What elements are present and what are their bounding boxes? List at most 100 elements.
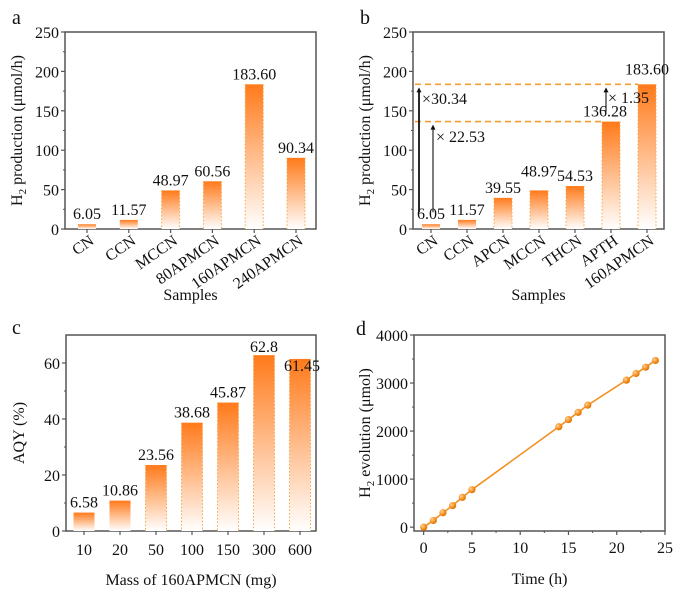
bar (109, 500, 131, 531)
bar (458, 219, 476, 229)
x-axis-title: Samples (511, 287, 565, 304)
x-axis-title: Time (h) (512, 571, 568, 588)
x-tick-label: CN (413, 232, 441, 259)
x-tick-label: 20 (112, 542, 128, 559)
data-point (468, 486, 476, 494)
data-label: 11.57 (449, 202, 484, 219)
x-axis-title: Samples (163, 287, 217, 304)
y-tick-label: 50 (43, 183, 59, 200)
data-label: 54.53 (557, 168, 593, 185)
y-tick-label: 200 (383, 64, 407, 81)
y-axis-title: H2 production (μmol/h) (357, 55, 377, 206)
x-tick-label: 15 (560, 540, 576, 557)
y-tick-label: 4000 (376, 328, 408, 345)
fold-annotation: × 22.53 (436, 129, 485, 146)
data-label: 183.60 (232, 66, 276, 83)
panel-d: 0 1000 2000 3000 4000 H2 evolution (μmol) d 0 5 1… (356, 318, 673, 588)
plot-frame (413, 334, 666, 532)
data-label: 48.97 (521, 163, 557, 180)
y-tick-label: 100 (383, 143, 407, 160)
bar (530, 190, 548, 229)
y-axis-title: H2 evolution (μmol) (357, 368, 377, 498)
y-tick-label: 150 (383, 104, 407, 121)
arrow-head (416, 87, 422, 93)
panel-letter: a (12, 7, 21, 29)
x-tick-label: 50 (148, 542, 164, 559)
x-tick-label: 25 (657, 540, 673, 557)
data-point (584, 401, 592, 409)
bar (145, 465, 167, 531)
data-point (429, 516, 437, 525)
panel-letter: b (360, 7, 370, 29)
y-tick-label: 0 (399, 222, 407, 239)
y-tick-label: 250 (35, 25, 59, 42)
bar (638, 84, 656, 229)
bar (566, 186, 584, 229)
y-tick-label: 1000 (376, 472, 408, 489)
arrow-head (430, 124, 436, 130)
data-point (642, 363, 650, 371)
y-tick-label: 0 (51, 222, 59, 239)
data-label: 45.87 (210, 385, 246, 402)
data-point (574, 408, 582, 416)
data-point (632, 369, 640, 378)
series-line (423, 359, 656, 528)
y-axis-title: AQY (%) (11, 402, 28, 464)
data-label: 39.55 (485, 180, 521, 197)
x-tick-label: 10 (76, 542, 92, 559)
y-tick-label: 0 (52, 524, 60, 541)
data-label: 183.60 (625, 61, 669, 78)
bar (73, 512, 95, 531)
bar (289, 358, 311, 531)
bar (494, 197, 512, 229)
plot-frame (64, 31, 317, 230)
data-point (439, 509, 447, 517)
data-point (651, 356, 659, 365)
bar (161, 190, 180, 229)
panel-b: 0 50 100 150 200 250 H2 production (μmol/h) b CN… (357, 7, 669, 304)
data-point (555, 423, 563, 431)
x-tick-label: THCN (540, 232, 586, 271)
data-label: 23.56 (138, 447, 174, 464)
data-label: 61.45 (284, 358, 320, 375)
x-tick-label: MCCN (501, 232, 550, 273)
x-tick-label: CN (69, 232, 97, 259)
data-label: 6.58 (70, 495, 98, 512)
panel-a: 0 50 100 150 200 250 H2 production (μmol/h) a CN… (9, 7, 317, 304)
data-label: 6.05 (417, 206, 445, 223)
fold-annotation: ×30.34 (422, 91, 467, 108)
y-axis-title: H2 production (μmol/h) (9, 55, 29, 206)
x-tick-label: 5 (468, 540, 476, 557)
data-label: 62.8 (250, 339, 278, 356)
x-tick-label: 0 (420, 540, 428, 557)
arrow-head (603, 87, 609, 93)
data-label: 60.56 (194, 163, 230, 180)
data-point (458, 493, 466, 501)
data-point (564, 415, 573, 424)
data-label: 6.05 (73, 206, 101, 223)
y-tick-label: 100 (35, 143, 59, 160)
bar (119, 219, 138, 229)
y-tick-label: 40 (44, 412, 60, 429)
x-tick-label: 10 (512, 540, 528, 557)
data-label: 136.28 (583, 104, 627, 121)
x-tick-label: 150 (216, 542, 240, 559)
y-tick-label: 200 (35, 64, 59, 81)
data-label: 10.86 (102, 483, 138, 500)
y-tick-label: 0 (400, 520, 408, 537)
data-label: 38.68 (174, 405, 210, 422)
y-tick-label: 50 (391, 183, 407, 200)
x-tick-label: 300 (252, 542, 276, 559)
x-axis-title: Mass of 160APMCN (mg) (105, 572, 276, 589)
bar (422, 224, 440, 229)
panel-letter: d (356, 318, 366, 340)
fold-annotation: × 1.35 (608, 90, 649, 107)
y-tick-label: 20 (44, 468, 60, 485)
data-point (420, 523, 428, 531)
bar (217, 402, 239, 531)
y-tick-label: 250 (383, 25, 407, 42)
bar (253, 355, 275, 531)
y-tick-label: 3000 (376, 376, 408, 393)
data-label: 11.57 (111, 202, 146, 219)
